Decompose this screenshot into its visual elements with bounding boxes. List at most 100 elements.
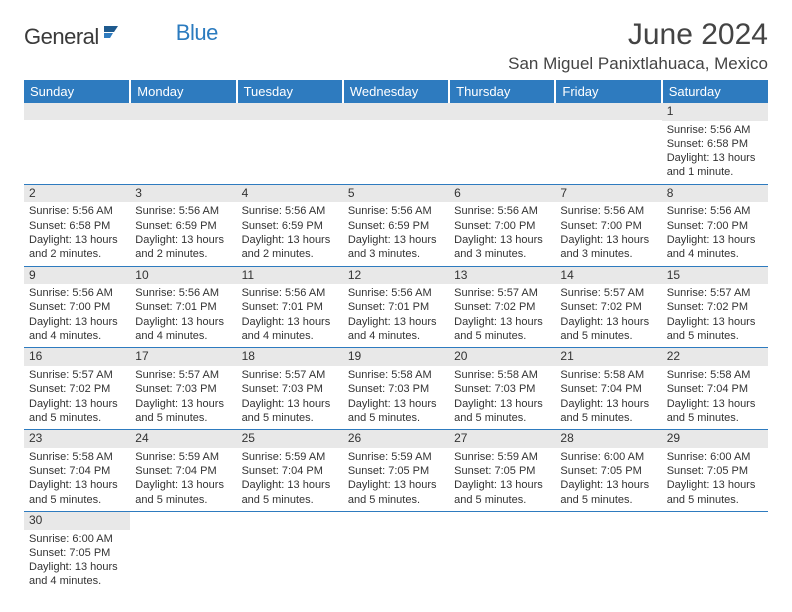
sunset-text: Sunset: 6:58 PM: [29, 219, 125, 233]
day-number: 16: [24, 348, 130, 366]
sunset-text: Sunset: 7:01 PM: [135, 300, 231, 314]
day-number: 7: [555, 185, 661, 203]
daylight-text: Daylight: 13 hours and 5 minutes.: [454, 315, 550, 344]
calendar-day: 7Sunrise: 5:56 AMSunset: 7:00 PMDaylight…: [555, 184, 661, 266]
day-details: Sunrise: 6:00 AMSunset: 7:05 PMDaylight:…: [24, 530, 130, 593]
sunrise-text: Sunrise: 6:00 AM: [667, 450, 763, 464]
day-number: 21: [555, 348, 661, 366]
daylight-text: Daylight: 13 hours and 4 minutes.: [667, 233, 763, 262]
sunrise-text: Sunrise: 5:56 AM: [29, 286, 125, 300]
sunrise-text: Sunrise: 5:57 AM: [560, 286, 656, 300]
sunset-text: Sunset: 7:03 PM: [135, 382, 231, 396]
calendar-day: 28Sunrise: 6:00 AMSunset: 7:05 PMDayligh…: [555, 430, 661, 512]
sunrise-text: Sunrise: 5:58 AM: [667, 368, 763, 382]
sunrise-text: Sunrise: 5:57 AM: [135, 368, 231, 382]
sunrise-text: Sunrise: 5:58 AM: [348, 368, 444, 382]
daylight-text: Daylight: 13 hours and 2 minutes.: [242, 233, 338, 262]
day-number: 8: [662, 185, 768, 203]
daylight-text: Daylight: 13 hours and 3 minutes.: [560, 233, 656, 262]
daylight-text: Daylight: 13 hours and 4 minutes.: [29, 315, 125, 344]
day-details: Sunrise: 5:56 AMSunset: 6:58 PMDaylight:…: [662, 121, 768, 184]
calendar-day: 4Sunrise: 5:56 AMSunset: 6:59 PMDaylight…: [237, 184, 343, 266]
day-number: 11: [237, 267, 343, 285]
sunset-text: Sunset: 7:02 PM: [667, 300, 763, 314]
brand-part1: General: [24, 24, 99, 50]
calendar-day: 11Sunrise: 5:56 AMSunset: 7:01 PMDayligh…: [237, 266, 343, 348]
sunset-text: Sunset: 7:05 PM: [560, 464, 656, 478]
sunset-text: Sunset: 7:00 PM: [667, 219, 763, 233]
day-details: Sunrise: 5:58 AMSunset: 7:03 PMDaylight:…: [449, 366, 555, 429]
day-number: 25: [237, 430, 343, 448]
day-number: 13: [449, 267, 555, 285]
day-number: 3: [130, 185, 236, 203]
day-number: 29: [662, 430, 768, 448]
sunrise-text: Sunrise: 5:56 AM: [242, 204, 338, 218]
calendar-day: 22Sunrise: 5:58 AMSunset: 7:04 PMDayligh…: [662, 348, 768, 430]
daylight-text: Daylight: 13 hours and 5 minutes.: [454, 397, 550, 426]
day-header: Thursday: [449, 80, 555, 103]
day-number-bar: [555, 103, 661, 120]
calendar-day: [449, 511, 555, 592]
sunset-text: Sunset: 7:01 PM: [242, 300, 338, 314]
day-number: 18: [237, 348, 343, 366]
day-number-bar: [24, 103, 130, 120]
day-number: 2: [24, 185, 130, 203]
sunrise-text: Sunrise: 6:00 AM: [29, 532, 125, 546]
month-title: June 2024: [508, 18, 768, 52]
title-block: June 2024 San Miguel Panixtlahuaca, Mexi…: [508, 18, 768, 74]
sunset-text: Sunset: 7:04 PM: [242, 464, 338, 478]
daylight-text: Daylight: 13 hours and 4 minutes.: [242, 315, 338, 344]
calendar-day: 25Sunrise: 5:59 AMSunset: 7:04 PMDayligh…: [237, 430, 343, 512]
calendar-day: [343, 103, 449, 184]
day-details: Sunrise: 5:58 AMSunset: 7:04 PMDaylight:…: [662, 366, 768, 429]
day-details: Sunrise: 5:56 AMSunset: 7:00 PMDaylight:…: [662, 202, 768, 265]
calendar-day: 15Sunrise: 5:57 AMSunset: 7:02 PMDayligh…: [662, 266, 768, 348]
day-number-bar: [343, 103, 449, 120]
day-header-row: SundayMondayTuesdayWednesdayThursdayFrid…: [24, 80, 768, 103]
daylight-text: Daylight: 13 hours and 1 minute.: [667, 151, 763, 180]
day-details: Sunrise: 5:59 AMSunset: 7:05 PMDaylight:…: [343, 448, 449, 511]
day-number: 30: [24, 512, 130, 530]
sunset-text: Sunset: 7:05 PM: [454, 464, 550, 478]
calendar-day: 16Sunrise: 5:57 AMSunset: 7:02 PMDayligh…: [24, 348, 130, 430]
sunset-text: Sunset: 7:00 PM: [560, 219, 656, 233]
sunset-text: Sunset: 6:59 PM: [135, 219, 231, 233]
sunset-text: Sunset: 7:04 PM: [667, 382, 763, 396]
daylight-text: Daylight: 13 hours and 5 minutes.: [242, 397, 338, 426]
calendar-week: 30Sunrise: 6:00 AMSunset: 7:05 PMDayligh…: [24, 511, 768, 592]
day-header: Wednesday: [343, 80, 449, 103]
daylight-text: Daylight: 13 hours and 4 minutes.: [348, 315, 444, 344]
day-header: Monday: [130, 80, 236, 103]
calendar-day: [130, 511, 236, 592]
calendar-day: 19Sunrise: 5:58 AMSunset: 7:03 PMDayligh…: [343, 348, 449, 430]
sunrise-text: Sunrise: 5:59 AM: [242, 450, 338, 464]
daylight-text: Daylight: 13 hours and 5 minutes.: [454, 478, 550, 507]
calendar-day: 8Sunrise: 5:56 AMSunset: 7:00 PMDaylight…: [662, 184, 768, 266]
day-number-bar: [237, 103, 343, 120]
sunrise-text: Sunrise: 5:58 AM: [29, 450, 125, 464]
sunset-text: Sunset: 7:05 PM: [29, 546, 125, 560]
day-number: 27: [449, 430, 555, 448]
sunset-text: Sunset: 7:03 PM: [454, 382, 550, 396]
daylight-text: Daylight: 13 hours and 2 minutes.: [29, 233, 125, 262]
calendar-day: 13Sunrise: 5:57 AMSunset: 7:02 PMDayligh…: [449, 266, 555, 348]
calendar-day: 14Sunrise: 5:57 AMSunset: 7:02 PMDayligh…: [555, 266, 661, 348]
daylight-text: Daylight: 13 hours and 4 minutes.: [135, 315, 231, 344]
calendar-day: 1Sunrise: 5:56 AMSunset: 6:58 PMDaylight…: [662, 103, 768, 184]
day-header: Friday: [555, 80, 661, 103]
calendar-day: 17Sunrise: 5:57 AMSunset: 7:03 PMDayligh…: [130, 348, 236, 430]
calendar-week: 1Sunrise: 5:56 AMSunset: 6:58 PMDaylight…: [24, 103, 768, 184]
sunrise-text: Sunrise: 5:56 AM: [560, 204, 656, 218]
day-number-bar: [130, 103, 236, 120]
day-number: 5: [343, 185, 449, 203]
sunrise-text: Sunrise: 5:56 AM: [454, 204, 550, 218]
day-details: Sunrise: 5:59 AMSunset: 7:05 PMDaylight:…: [449, 448, 555, 511]
sunrise-text: Sunrise: 5:56 AM: [667, 123, 763, 137]
calendar-day: 12Sunrise: 5:56 AMSunset: 7:01 PMDayligh…: [343, 266, 449, 348]
sunset-text: Sunset: 7:03 PM: [348, 382, 444, 396]
day-details: Sunrise: 5:56 AMSunset: 7:00 PMDaylight:…: [449, 202, 555, 265]
daylight-text: Daylight: 13 hours and 5 minutes.: [135, 397, 231, 426]
day-details: Sunrise: 5:57 AMSunset: 7:03 PMDaylight:…: [237, 366, 343, 429]
day-details: Sunrise: 5:57 AMSunset: 7:02 PMDaylight:…: [555, 284, 661, 347]
day-details: Sunrise: 5:57 AMSunset: 7:03 PMDaylight:…: [130, 366, 236, 429]
